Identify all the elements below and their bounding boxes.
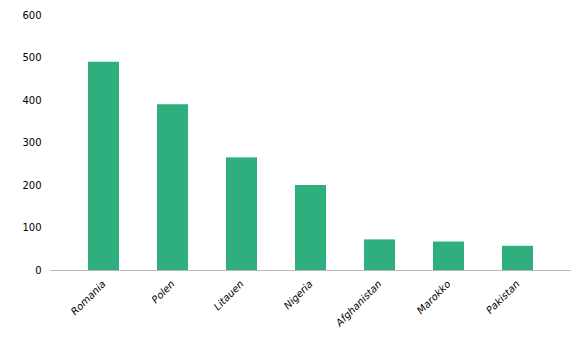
svg-text:100: 100 <box>22 222 41 233</box>
svg-text:Nigeria: Nigeria <box>282 278 315 311</box>
svg-text:Litauen: Litauen <box>212 278 246 312</box>
svg-text:500: 500 <box>22 52 41 63</box>
svg-text:Polen: Polen <box>150 278 177 305</box>
svg-text:Afghanistan: Afghanistan <box>333 278 384 329</box>
svg-text:Marokko: Marokko <box>415 278 453 316</box>
svg-text:600: 600 <box>22 10 41 21</box>
svg-text:Romania: Romania <box>69 278 108 317</box>
svg-text:300: 300 <box>22 137 41 148</box>
svg-text:Pakistan: Pakistan <box>484 278 522 316</box>
svg-text:0: 0 <box>35 265 41 276</box>
svg-text:400: 400 <box>22 95 41 106</box>
svg-text:200: 200 <box>22 180 41 191</box>
